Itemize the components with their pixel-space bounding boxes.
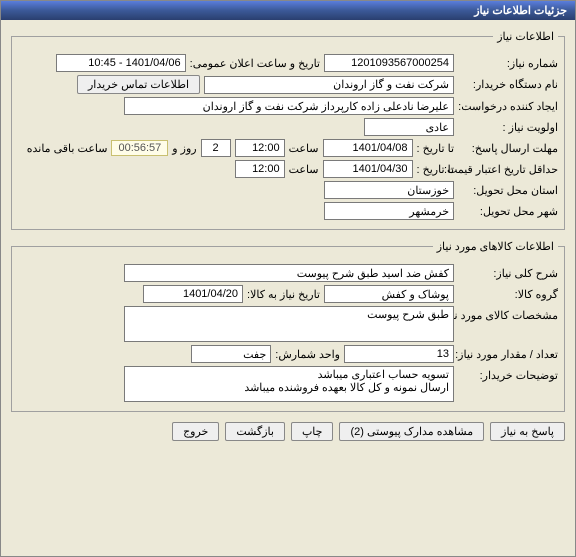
window-title: جزئیات اطلاعات نیاز — [474, 5, 567, 17]
unit-field[interactable] — [191, 345, 271, 363]
priority-field[interactable] — [364, 118, 454, 136]
days-and-label: روز و — [172, 142, 196, 155]
row-province: استان محل تحویل: — [18, 181, 558, 199]
buyer-org-field[interactable] — [204, 76, 454, 94]
city-field[interactable] — [324, 202, 454, 220]
exit-button[interactable]: خروج — [172, 422, 219, 441]
time-label-2: ساعت — [289, 163, 319, 176]
deadline-time-field[interactable] — [235, 139, 285, 157]
need-date-label: تاریخ نیاز به کالا: — [247, 288, 320, 301]
buyer-contact-button[interactable]: اطلاعات تماس خریدار — [77, 75, 200, 94]
goods-info-legend: اطلاعات کالاهای مورد نیاز — [433, 240, 558, 253]
gen-desc-field[interactable] — [124, 264, 454, 282]
need-number-label: شماره نیاز: — [458, 57, 558, 70]
creator-field[interactable] — [124, 97, 454, 115]
buyer-org-label: نام دستگاه خریدار: — [458, 78, 558, 91]
timer-suffix: ساعت باقی مانده — [27, 142, 108, 155]
need-info-legend: اطلاعات نیاز — [493, 30, 558, 43]
print-button[interactable]: چاپ — [291, 422, 334, 441]
row-deadline: مهلت ارسال پاسخ: تا تاریخ : ساعت روز و 0… — [18, 139, 558, 157]
row-priority: اولویت نیاز : — [18, 118, 558, 136]
province-label: استان محل تحویل: — [458, 184, 558, 197]
time-label-1: ساعت — [289, 142, 319, 155]
titlebar: جزئیات اطلاعات نیاز — [1, 1, 575, 20]
row-min-price-date: حداقل تاریخ اعتبار قیمت: تا تاریخ : ساعت — [18, 160, 558, 178]
view-attachments-button[interactable]: مشاهده مدارک پیوستی (2) — [339, 422, 484, 441]
spec-label: مشخصات کالای مورد نیاز: — [458, 306, 558, 322]
need-number-field[interactable] — [324, 54, 454, 72]
row-creator: ایجاد کننده درخواست: — [18, 97, 558, 115]
to-date-label-2: تا تاریخ : — [417, 163, 454, 176]
public-datetime-label: تاریخ و ساعت اعلان عمومی: — [190, 57, 320, 70]
goods-group-field[interactable] — [324, 285, 454, 303]
unit-label: واحد شمارش: — [275, 348, 340, 361]
province-field[interactable] — [324, 181, 454, 199]
priority-label: اولویت نیاز : — [458, 121, 558, 134]
row-spec: مشخصات کالای مورد نیاز: طبق شرح پیوست — [18, 306, 558, 342]
buyer-notes-label: توضیحات خریدار: — [458, 366, 558, 382]
dialog-window: جزئیات اطلاعات نیاز اطلاعات نیاز شماره ن… — [0, 0, 576, 557]
need-info-section: اطلاعات نیاز شماره نیاز: تاریخ و ساعت اع… — [11, 30, 565, 230]
deadline-label: مهلت ارسال پاسخ: — [458, 142, 558, 155]
row-need-number: شماره نیاز: تاریخ و ساعت اعلان عمومی: — [18, 54, 558, 72]
need-date-field[interactable] — [143, 285, 243, 303]
row-qty: تعداد / مقدار مورد نیاز: واحد شمارش: — [18, 345, 558, 363]
city-label: شهر محل تحویل: — [458, 205, 558, 218]
days-remaining-field[interactable] — [201, 139, 231, 157]
qty-field[interactable] — [344, 345, 454, 363]
deadline-date-field[interactable] — [323, 139, 413, 157]
row-goods-group: گروه کالا: تاریخ نیاز به کالا: — [18, 285, 558, 303]
public-datetime-field[interactable] — [56, 54, 186, 72]
qty-label: تعداد / مقدار مورد نیاز: — [458, 348, 558, 361]
min-price-time-field[interactable] — [235, 160, 285, 178]
respond-button[interactable]: پاسخ به نیاز — [490, 422, 565, 441]
row-city: شهر محل تحویل: — [18, 202, 558, 220]
gen-desc-label: شرح کلی نیاز: — [458, 267, 558, 280]
dialog-body: اطلاعات نیاز شماره نیاز: تاریخ و ساعت اع… — [1, 20, 575, 447]
min-price-date-label: حداقل تاریخ اعتبار قیمت: — [458, 163, 558, 176]
back-button[interactable]: بازگشت — [225, 422, 285, 441]
row-buyer-org: نام دستگاه خریدار: اطلاعات تماس خریدار — [18, 75, 558, 94]
action-button-row: پاسخ به نیاز مشاهده مدارک پیوستی (2) چاپ… — [11, 422, 565, 441]
row-gen-desc: شرح کلی نیاز: — [18, 264, 558, 282]
min-price-date-field[interactable] — [323, 160, 413, 178]
goods-group-label: گروه کالا: — [458, 288, 558, 301]
creator-label: ایجاد کننده درخواست: — [458, 100, 558, 113]
goods-info-section: اطلاعات کالاهای مورد نیاز شرح کلی نیاز: … — [11, 240, 565, 412]
row-buyer-notes: توضیحات خریدار: تسویه حساب اعتباری میباش… — [18, 366, 558, 402]
spec-field[interactable]: طبق شرح پیوست — [124, 306, 454, 342]
countdown-timer: 00:56:57 — [111, 140, 168, 156]
to-date-label: تا تاریخ : — [417, 142, 454, 155]
buyer-notes-field[interactable]: تسویه حساب اعتباری میباشد ارسال نمونه و … — [124, 366, 454, 402]
